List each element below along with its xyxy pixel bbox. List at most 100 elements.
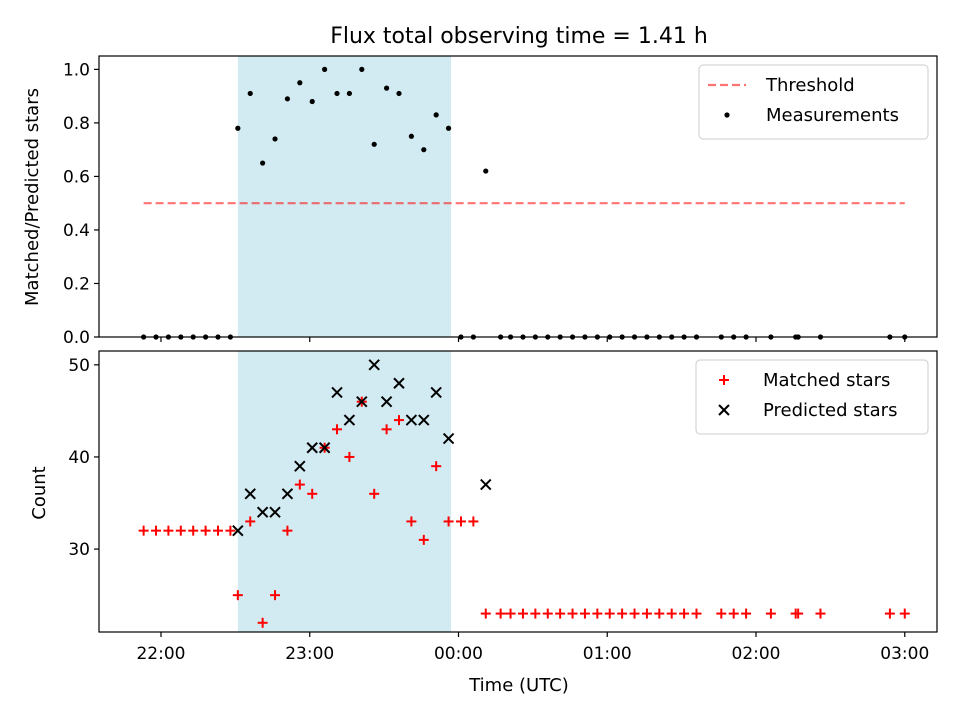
- matched-stars-point-12: [282, 525, 293, 536]
- predicted-stars-point-0-b: [232, 524, 244, 537]
- x-tick-label-4: 02:00: [732, 644, 781, 664]
- measurements-point-10: [260, 160, 266, 166]
- top-legend-box: [698, 64, 929, 140]
- predicted-stars-point-13-b: [393, 377, 405, 389]
- x-tick-label-1: 23:00: [285, 644, 334, 664]
- matched-stars-point-28: [480, 608, 491, 619]
- matched-stars-point-43: [666, 608, 677, 619]
- bottom-y-axis-label: Count: [29, 466, 50, 519]
- measurements-point-22: [408, 133, 414, 139]
- bottom-legend-matched-stars-label: Matched stars: [763, 370, 890, 391]
- matched-stars-point-26: [455, 516, 466, 527]
- matched-stars-point-25: [443, 516, 454, 527]
- top-y-tick-label-3: 0.6: [63, 167, 90, 187]
- predicted-stars-point-18-b: [480, 478, 492, 491]
- matched-stars-point-33: [542, 608, 553, 619]
- bottom-legend: Matched stars Predicted stars: [695, 359, 929, 435]
- top-y-tick-label-1: 0.2: [63, 274, 90, 294]
- matched-stars-point-24: [431, 461, 442, 472]
- bottom-y-tick-label-0: 30: [68, 540, 90, 560]
- matched-stars-point-44: [679, 608, 690, 619]
- measurements-point-19: [371, 141, 377, 147]
- predicted-stars-point-8: [331, 386, 343, 399]
- top-y-tick-label-2: 0.4: [63, 221, 90, 241]
- measurements-point-12: [284, 96, 291, 102]
- top-axes-frame: [98, 55, 938, 338]
- x-tick-label-2: 00:00: [434, 644, 483, 664]
- matched-stars-point-9: [245, 516, 256, 527]
- x-axis-label: Time (UTC): [468, 675, 569, 696]
- measurements-point-17: [346, 90, 353, 97]
- bottom-legend-predicted-stars-swatch: [718, 404, 730, 416]
- predicted-stars-point-9-b: [343, 414, 356, 426]
- measurements-point-20: [383, 85, 390, 91]
- measurements-point-14: [309, 98, 315, 105]
- matched-stars-point-14: [307, 488, 318, 499]
- predicted-stars-point-6-b: [306, 442, 318, 454]
- bottom-y-tick-label-1: 40: [68, 448, 90, 468]
- bottom-legend-matched-stars-swatch: [719, 375, 729, 385]
- matched-stars-point-39: [617, 608, 628, 619]
- measurements-point-25: [445, 125, 452, 131]
- predicted-stars-point-3-b: [269, 506, 281, 518]
- predicted-stars-point-8-b: [331, 386, 343, 399]
- predicted-stars-point-7-b: [318, 442, 331, 454]
- bottom-observing-interval-shade: [237, 351, 452, 632]
- predicted-stars-point-4-b: [281, 488, 294, 500]
- bottom-legend-box: [695, 359, 929, 435]
- top-legend: Threshold Measurements: [698, 64, 929, 140]
- matched-stars-point-47: [728, 608, 739, 619]
- predicted-stars-point-10-b: [356, 395, 368, 408]
- chart-title: Flux total observing time = 1.41 h: [330, 24, 708, 49]
- top-y-tick-label-0: 0.0: [63, 328, 90, 348]
- matched-stars-point-45: [691, 608, 702, 619]
- matched-stars-point-34: [555, 608, 566, 619]
- predicted-stars-point-16: [430, 386, 442, 399]
- predicted-stars-point-17: [442, 432, 455, 445]
- predicted-stars-point-5: [294, 460, 306, 472]
- matched-stars-point-38: [604, 608, 615, 619]
- bottom-axes-frame: [98, 350, 938, 633]
- matched-stars-point-4: [188, 525, 199, 536]
- matched-stars-point-10: [257, 617, 268, 628]
- matched-stars-point-5: [200, 525, 211, 536]
- matched-stars-point-46: [716, 608, 727, 619]
- bottom-y-tick-label-2: 50: [68, 356, 90, 376]
- x-tick-label-5: 03:00: [880, 644, 929, 664]
- matched-stars-point-23: [418, 534, 429, 545]
- predicted-stars-point-6: [306, 442, 318, 454]
- matched-stars-point-36: [579, 608, 590, 619]
- predicted-stars-point-1-b: [244, 488, 256, 500]
- matched-stars-point-54: [899, 608, 910, 619]
- matched-stars-point-27: [468, 516, 479, 527]
- predicted-stars-point-13: [393, 377, 405, 389]
- matched-stars-point-31: [517, 608, 528, 619]
- predicted-stars-point-15-b: [418, 414, 430, 426]
- matched-stars-point-8: [232, 590, 243, 601]
- measurements-point-28: [483, 168, 489, 174]
- bottom-legend-predicted-stars-label: Predicted stars: [763, 400, 897, 421]
- predicted-stars-point-1: [244, 488, 256, 500]
- predicted-stars-point-12: [380, 395, 393, 408]
- matched-stars-point-42: [654, 608, 665, 619]
- matched-stars-point-20: [381, 424, 392, 435]
- matched-stars-point-6: [213, 525, 224, 536]
- matched-stars-point-35: [567, 608, 578, 619]
- top-legend-measurements-swatch: [724, 112, 730, 118]
- matched-stars-point-51: [793, 608, 804, 619]
- matched-stars-point-48: [741, 608, 752, 619]
- predicted-stars-point-12-b: [380, 395, 393, 408]
- predicted-stars-point-15: [418, 414, 430, 426]
- predicted-stars-point-0: [232, 524, 244, 537]
- matched-stars-point-19: [369, 488, 380, 499]
- matched-stars-point-49: [765, 608, 776, 619]
- matched-stars-point-22: [406, 516, 417, 527]
- predicted-stars-point-17-b: [442, 432, 455, 445]
- matched-stars-point-40: [629, 608, 640, 619]
- top-legend-threshold-label: Threshold: [765, 75, 855, 96]
- predicted-stars-point-3: [269, 506, 281, 518]
- predicted-stars-point-4: [281, 488, 294, 500]
- measurements-point-21: [396, 90, 402, 97]
